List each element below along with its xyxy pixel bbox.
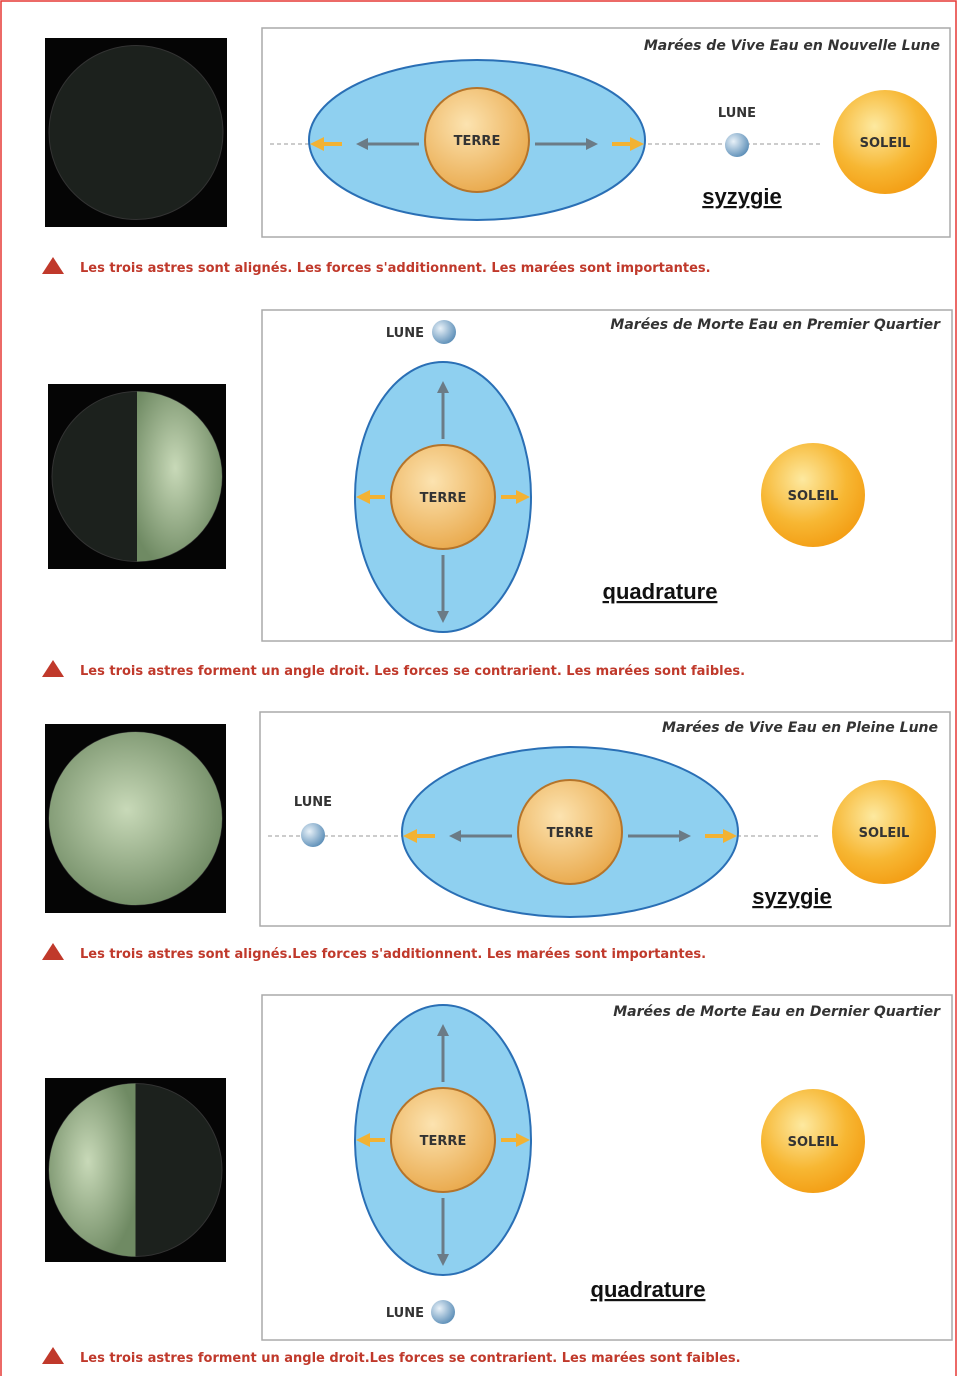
panel-title: Marées de Morte Eau en Premier Quartier xyxy=(610,317,941,333)
alignment-label: syzygie xyxy=(702,184,782,209)
sun-label: SOLEIL xyxy=(788,489,839,504)
panel-title: Marées de Morte Eau en Dernier Quartier xyxy=(613,1004,941,1020)
alignment-label: syzygie xyxy=(752,884,832,909)
sun-label: SOLEIL xyxy=(859,826,910,841)
caption-marker xyxy=(42,943,64,960)
sun-label: SOLEIL xyxy=(860,136,911,151)
earth xyxy=(424,87,530,193)
moon-lit xyxy=(48,1083,136,1257)
caption-marker xyxy=(42,257,64,274)
earth-label: TERRE xyxy=(420,1134,467,1149)
moon-label: LUNE xyxy=(386,1306,424,1321)
moon-dark xyxy=(48,45,224,220)
moon-lit xyxy=(49,732,222,905)
earth-label: TERRE xyxy=(454,134,501,149)
caption-marker xyxy=(42,660,64,677)
moon xyxy=(431,1300,455,1324)
moon-label: LUNE xyxy=(294,795,332,810)
moon-label: LUNE xyxy=(386,326,424,341)
earth xyxy=(390,444,496,550)
sun xyxy=(761,1089,865,1193)
panel-title: Marées de Vive Eau en Pleine Lune xyxy=(662,720,938,736)
panel-title: Marées de Vive Eau en Nouvelle Lune xyxy=(644,38,940,54)
caption-marker xyxy=(42,1347,64,1364)
sun xyxy=(761,443,865,547)
earth xyxy=(390,1087,496,1193)
earth-label: TERRE xyxy=(420,491,467,506)
sun xyxy=(832,780,936,884)
moon-label: LUNE xyxy=(718,106,756,121)
moon xyxy=(725,133,749,157)
moon-lit xyxy=(137,391,223,562)
moon xyxy=(301,823,325,847)
earth-label: TERRE xyxy=(547,826,594,841)
alignment-label: quadrature xyxy=(603,579,718,604)
caption: Les trois astres forment un angle droit.… xyxy=(80,1351,741,1366)
caption: Les trois astres sont alignés.Les forces… xyxy=(80,947,706,962)
sun xyxy=(833,90,937,194)
sun-label: SOLEIL xyxy=(788,1135,839,1150)
moon xyxy=(432,320,456,344)
alignment-label: quadrature xyxy=(591,1277,706,1302)
caption: Les trois astres sont alignés. Les force… xyxy=(80,261,711,276)
caption: Les trois astres forment un angle droit.… xyxy=(80,664,745,679)
earth xyxy=(517,779,623,885)
